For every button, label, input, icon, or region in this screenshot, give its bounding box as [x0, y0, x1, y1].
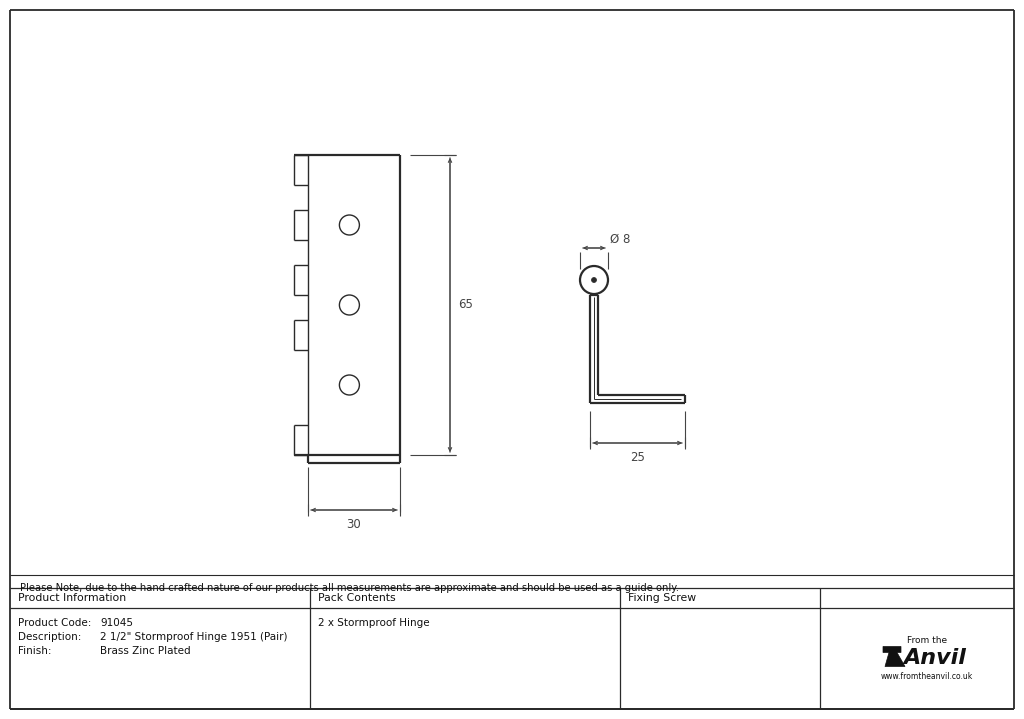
Text: 91045: 91045: [100, 618, 133, 628]
Text: 2 1/2" Stormproof Hinge 1951 (Pair): 2 1/2" Stormproof Hinge 1951 (Pair): [100, 632, 288, 642]
Text: Anvil: Anvil: [903, 649, 967, 669]
Text: 65: 65: [458, 298, 473, 311]
Text: 25: 25: [630, 451, 645, 464]
Text: Finish:: Finish:: [18, 646, 51, 656]
Text: Fixing Screw: Fixing Screw: [628, 593, 696, 603]
Circle shape: [592, 278, 597, 283]
Text: 2 x Stormproof Hinge: 2 x Stormproof Hinge: [318, 618, 430, 628]
Text: www.fromtheanvil.co.uk: www.fromtheanvil.co.uk: [881, 672, 973, 681]
Text: 30: 30: [347, 518, 361, 531]
Text: From the: From the: [907, 636, 947, 645]
Text: Ø 8: Ø 8: [610, 233, 631, 246]
Text: Product Information: Product Information: [18, 593, 126, 603]
Polygon shape: [883, 646, 905, 667]
Text: Please Note, due to the hand crafted nature of our products all measurements are: Please Note, due to the hand crafted nat…: [20, 583, 679, 593]
Text: Pack Contents: Pack Contents: [318, 593, 395, 603]
Text: Product Code:: Product Code:: [18, 618, 91, 628]
Text: Brass Zinc Plated: Brass Zinc Plated: [100, 646, 190, 656]
Text: Description:: Description:: [18, 632, 81, 642]
